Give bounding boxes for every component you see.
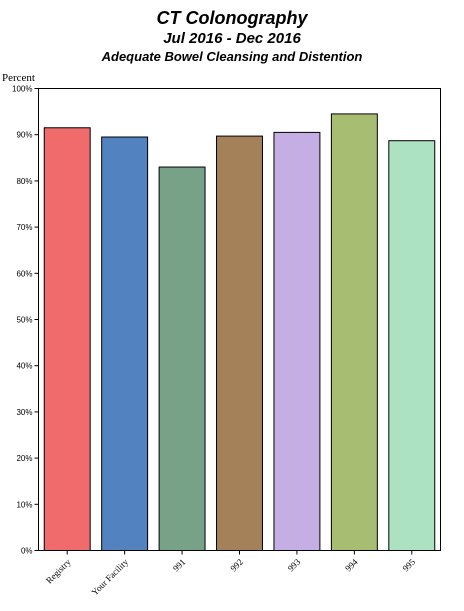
bars [43,113,436,552]
y-tick-label: 40% [16,362,32,371]
bar-994 [330,113,378,551]
y-axis-label: Percent [2,72,35,84]
bar-registry [43,127,91,552]
y-tick-label: 70% [16,223,32,232]
y-tick-label: 10% [16,500,32,509]
chart-subtitle: Jul 2016 - Dec 2016 [163,30,301,47]
y-tick-label: 20% [16,454,32,463]
y-tick-label: 80% [16,177,32,186]
plot-frame [38,88,441,551]
y-tick-label: 60% [16,269,32,278]
y-tick-label: 0% [21,547,33,556]
chart-subtitle-secondary: Adequate Bowel Cleansing and Distention [101,49,363,64]
x-tick-label: 991 [171,557,188,574]
x-tick-label: 994 [343,556,360,573]
x-tick-label: 992 [228,557,245,574]
y-tick-label: 50% [16,316,32,325]
y-tick-label: 100% [12,85,32,94]
bar-995 [388,140,436,551]
x-tick-label: Registry [44,556,73,585]
x-tick-label: Your Facility [90,556,131,597]
x-tick-label: 993 [286,556,303,573]
bar-your-facility [101,136,149,551]
chart-title: CT Colonography [156,8,308,28]
bar-992 [216,135,263,551]
bar-993 [273,131,321,551]
y-tick-label: 30% [16,408,32,417]
x-tick-label: 995 [401,556,418,573]
bar-991 [158,166,206,551]
y-tick-label: 90% [16,131,32,140]
x-axis: Registry Your Facility 991 992 993 994 995 [44,550,418,597]
y-axis: 0% 10% 20% 30% 40% 50% 60% 70% 80% 90% 100% [12,85,39,556]
